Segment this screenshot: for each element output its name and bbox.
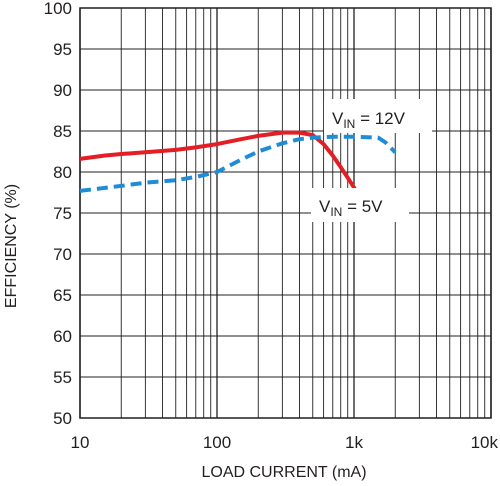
y-tick-label: 65 <box>53 286 72 305</box>
y-tick-label: 85 <box>53 122 72 141</box>
series-line-vin-5v <box>79 130 361 197</box>
svg-text:VIN = 12V: VIN = 12V <box>332 109 406 131</box>
y-axis-title: EFFICIENCY (%) <box>3 184 20 308</box>
series-line-vin-12v <box>79 134 397 193</box>
major-grid <box>79 7 492 419</box>
series-label-vin-5v: VIN = 5V <box>311 188 409 222</box>
y-tick-label: 100 <box>44 0 72 18</box>
x-tick-label: 10k <box>471 433 499 452</box>
x-tick-label: 100 <box>203 433 231 452</box>
series-label-subscript: IN <box>343 117 355 131</box>
y-tick-label: 80 <box>53 163 72 182</box>
series-label-main: V <box>332 109 344 128</box>
y-tick-labels: 50 55 60 65 70 75 80 85 90 95 100 <box>44 0 72 428</box>
x-axis-title: LOAD CURRENT (mA) <box>201 464 366 481</box>
x-tick-label: 1k <box>345 433 363 452</box>
y-tick-label: 70 <box>53 245 72 264</box>
series-layer <box>79 130 397 197</box>
y-tick-label: 55 <box>53 368 72 387</box>
svg-text:VIN = 5V: VIN = 5V <box>319 197 383 219</box>
y-tick-label: 60 <box>53 327 72 346</box>
series-label-subscript: IN <box>330 205 342 219</box>
x-tick-label: 10 <box>71 433 90 452</box>
series-label-value: = 5V <box>342 197 383 216</box>
series-label-value: = 12V <box>355 109 405 128</box>
series-label-main: V <box>319 197 331 216</box>
x-tick-labels: 10 100 1k 10k <box>71 433 499 452</box>
y-tick-label: 50 <box>53 409 72 428</box>
plot-frame <box>79 7 492 419</box>
series-label-vin-12v: VIN = 12V <box>324 99 432 133</box>
y-tick-label: 90 <box>53 81 72 100</box>
y-tick-label: 75 <box>53 204 72 223</box>
y-tick-label: 95 <box>53 40 72 59</box>
